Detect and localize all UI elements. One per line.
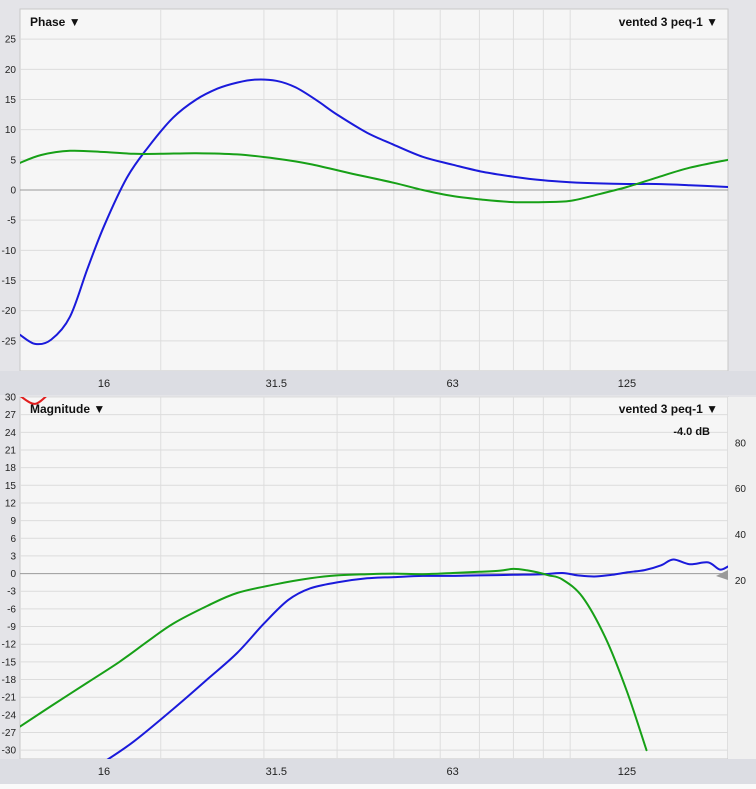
mag-y-tick-label: 30 <box>5 393 17 404</box>
phase-y-tick-label: 20 <box>5 65 17 76</box>
phase-x-tick-label: 16 <box>98 378 110 390</box>
phase-series-0-line <box>20 78 728 346</box>
phase-series-1-line <box>20 149 728 204</box>
phase-title[interactable]: Phase ▼ <box>30 15 81 29</box>
mag-y-tick-label: 24 <box>5 428 17 439</box>
phase-x-tick-label: 31.5 <box>266 378 287 390</box>
mag-series-2-line <box>20 567 648 752</box>
magnitude-x-axis-band <box>0 759 756 784</box>
mag-x-tick-label: 63 <box>446 766 458 778</box>
mag-y-tick-label: 0 <box>10 569 16 580</box>
phase-y-tick-label: -15 <box>2 276 17 287</box>
phase-series-layer <box>20 78 728 346</box>
mag-y-tick-label: -15 <box>2 657 17 668</box>
mag-y-tick-label: -21 <box>2 693 17 704</box>
phase-x-axis: 16 31.5 63 125 <box>0 371 756 395</box>
mag-y-tick-label: -12 <box>2 640 17 651</box>
resize-handle-icon[interactable] <box>716 570 728 580</box>
phase-panel: -25 -20 -15 -10 -5 0 5 10 15 20 25 Phase ▼ vented … <box>2 8 729 372</box>
mag-x-tick-label: 125 <box>618 766 636 778</box>
magnitude-title[interactable]: Magnitude ▼ <box>30 402 105 416</box>
magnitude-readout: -4.0 dB <box>673 426 710 438</box>
magnitude-y-axis: 302724211815129630-3-6-9-12-15-18-21-24-… <box>2 393 17 757</box>
phase-y-tick-label: 25 <box>5 35 17 46</box>
magnitude-x-axis: 16 31.5 63 125 <box>0 759 756 784</box>
mag-y-tick-label: -30 <box>2 746 17 757</box>
magnitude-panel: 302724211815129630-3-6-9-12-15-18-21-24-… <box>2 393 756 760</box>
magnitude-right-y-axis: 80 60 40 20 <box>735 438 747 586</box>
phase-x-tick-label: 125 <box>618 378 636 390</box>
mag-y2-tick-label: 20 <box>735 576 747 587</box>
phase-y-tick-label: 15 <box>5 95 17 106</box>
magnitude-grid <box>20 396 728 759</box>
mag-y2-tick-label: 80 <box>735 438 747 449</box>
mag-y-tick-label: 6 <box>10 534 16 545</box>
phase-grid <box>20 9 728 371</box>
mag-y-tick-label: 21 <box>5 445 17 456</box>
phase-y-tick-label: -5 <box>7 216 16 227</box>
mag-y-tick-label: 9 <box>10 516 16 527</box>
phase-x-axis-band <box>0 371 756 395</box>
phase-y-tick-label: -10 <box>2 246 17 257</box>
phase-x-tick-label: 63 <box>446 378 458 390</box>
magnitude-legend-label[interactable]: vented 3 peq-1 ▼ <box>619 402 718 416</box>
phase-y-tick-label: 5 <box>10 155 16 166</box>
magnitude-series-layer <box>20 397 728 759</box>
phase-y-tick-label: 0 <box>10 186 16 197</box>
mag-y-tick-label: 12 <box>5 498 17 509</box>
mag-y-tick-label: 27 <box>5 410 17 421</box>
mag-y-tick-label: -9 <box>7 622 16 633</box>
phase-y-tick-label: 10 <box>5 125 17 136</box>
mag-y-tick-label: -6 <box>7 604 16 615</box>
mag-y2-tick-label: 40 <box>735 530 747 541</box>
mag-y-tick-label: -24 <box>2 710 17 721</box>
phase-y-tick-label: -20 <box>2 306 17 317</box>
mag-x-tick-label: 16 <box>98 766 110 778</box>
phase-y-tick-label: -25 <box>2 336 17 347</box>
mag-y-tick-label: -3 <box>7 587 16 598</box>
mag-y-tick-label: 18 <box>5 463 17 474</box>
mag-series-1-line <box>106 558 728 759</box>
mag-x-tick-label: 31.5 <box>266 766 287 778</box>
mag-y-tick-label: 15 <box>5 481 17 492</box>
magnitude-right-axis-band <box>728 397 756 759</box>
mag-y-tick-label: -27 <box>2 728 17 739</box>
mag-y-tick-label: -18 <box>2 675 17 686</box>
mag-y2-tick-label: 60 <box>735 484 747 495</box>
mag-y-tick-label: 3 <box>10 551 16 562</box>
phase-y-axis: -25 -20 -15 -10 -5 0 5 10 15 20 25 <box>2 35 17 348</box>
phase-legend-label[interactable]: vented 3 peq-1 ▼ <box>619 15 718 29</box>
